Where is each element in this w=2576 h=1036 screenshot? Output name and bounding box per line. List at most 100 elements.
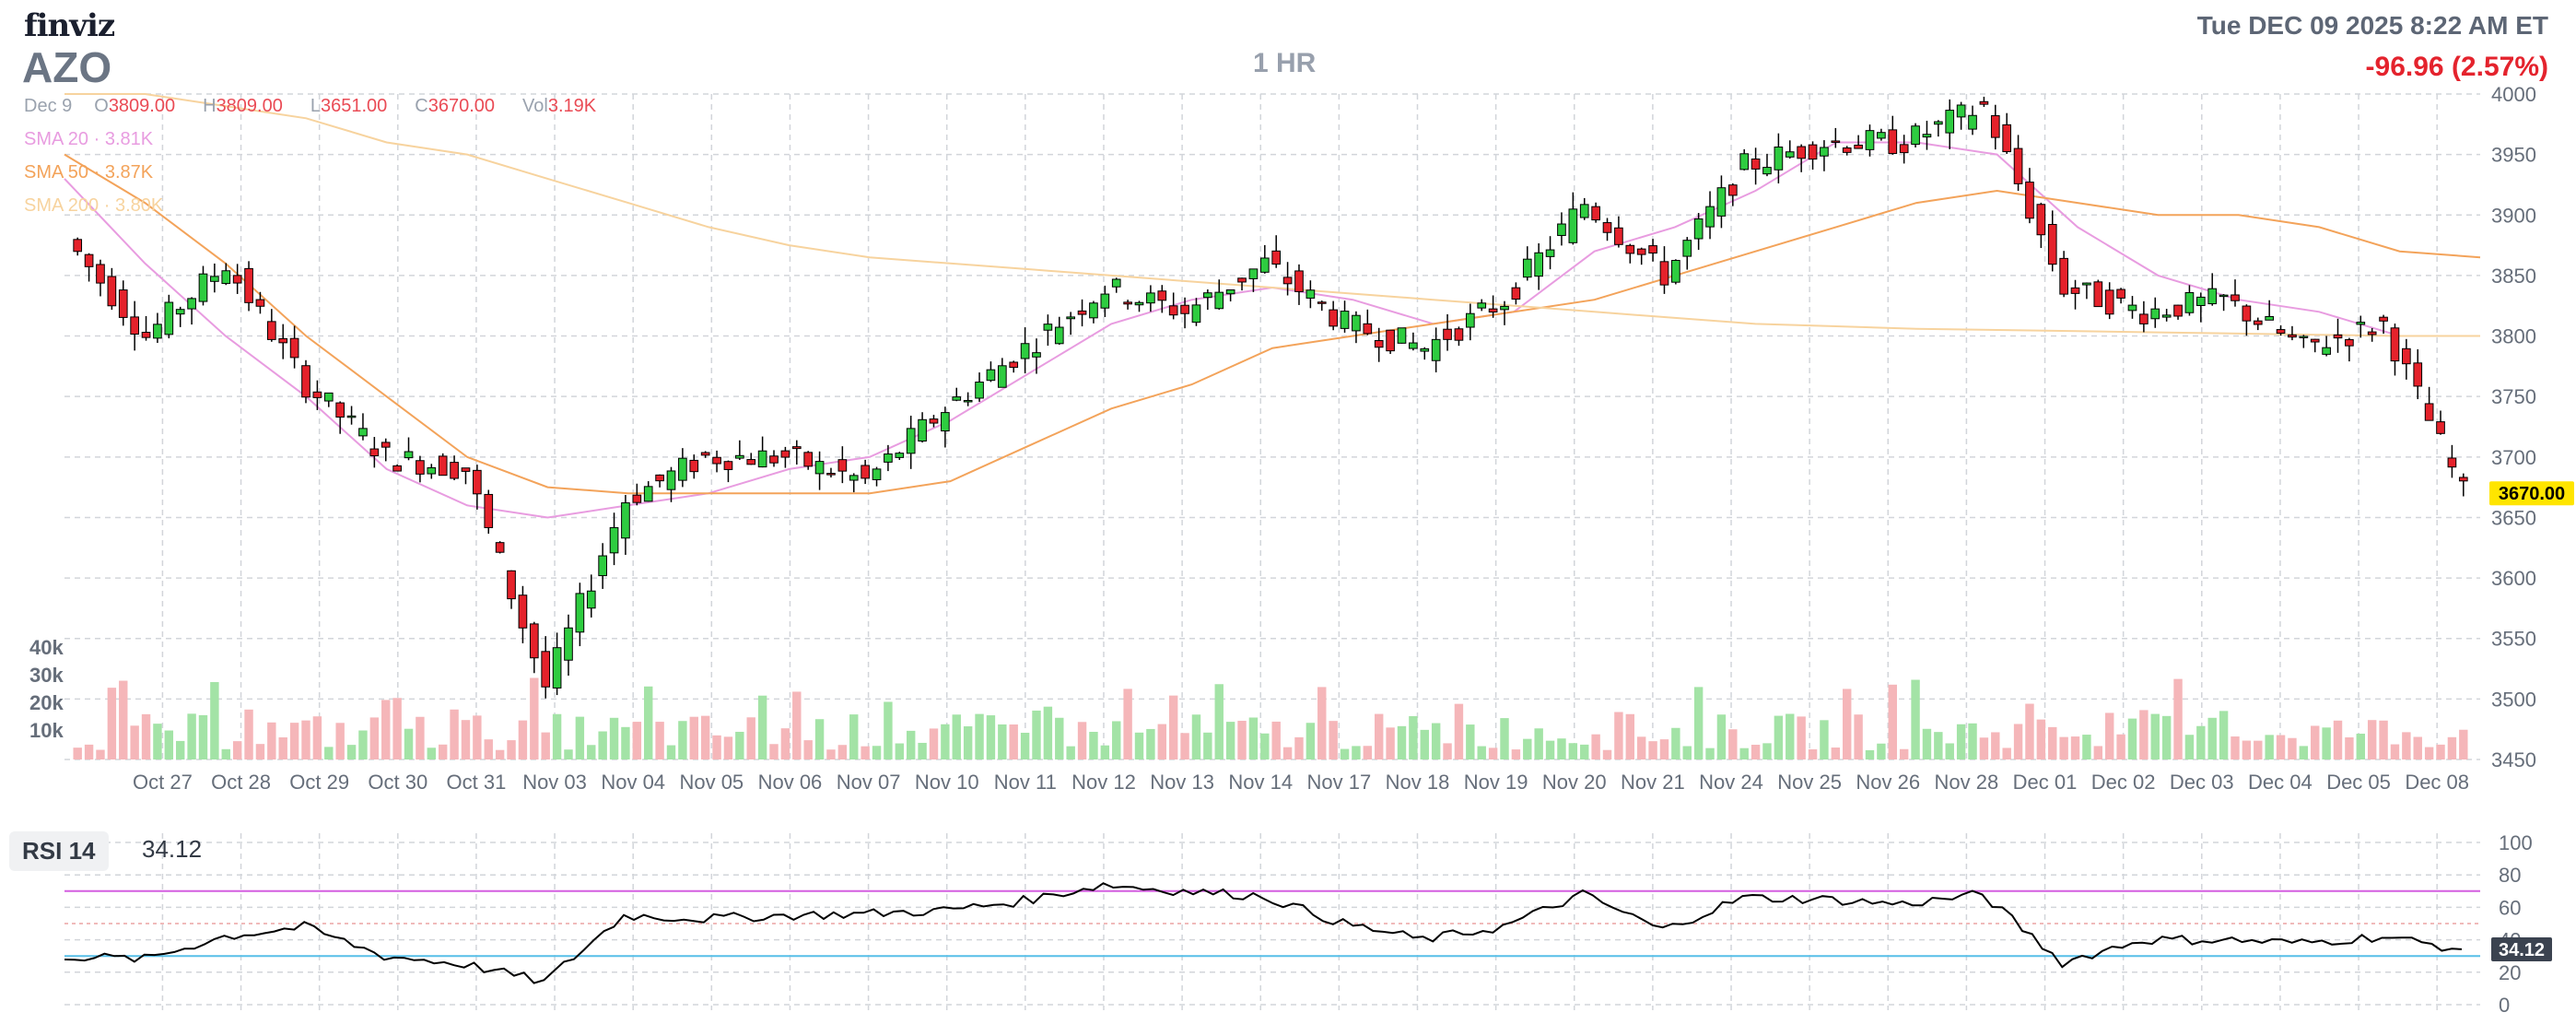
volume-bar bbox=[1991, 732, 2000, 759]
candle-body bbox=[1157, 290, 1167, 301]
date-tick-label: Nov 17 bbox=[1307, 771, 1372, 794]
date-tick-label: Nov 05 bbox=[679, 771, 744, 794]
rsi-tick-label: 100 bbox=[2499, 831, 2533, 854]
volume-bar bbox=[187, 713, 196, 759]
volume-bar bbox=[1854, 714, 1863, 759]
volume-bar bbox=[1945, 743, 1954, 759]
candle-body bbox=[495, 542, 505, 553]
volume-bar bbox=[746, 717, 755, 759]
volume-bar bbox=[1363, 746, 1373, 759]
volume-bar bbox=[1431, 723, 1441, 759]
volume-bar bbox=[1808, 748, 1818, 759]
candle-body bbox=[1727, 184, 1738, 196]
volume-bar bbox=[530, 677, 539, 759]
volume-bar bbox=[2036, 719, 2046, 759]
volume-bar bbox=[2356, 734, 2365, 759]
volume-bar bbox=[267, 722, 276, 759]
date-tick-label: Oct 28 bbox=[211, 771, 271, 794]
candle-body bbox=[2025, 182, 2034, 219]
volume-bar bbox=[130, 725, 139, 759]
volume-bar bbox=[2013, 724, 2023, 759]
candle-body bbox=[2207, 288, 2218, 305]
price-tick-label: 3450 bbox=[2491, 748, 2536, 771]
candle-body bbox=[323, 392, 334, 402]
date-tick-label: Nov 12 bbox=[1071, 771, 1136, 794]
volume-bar bbox=[1329, 721, 1338, 759]
rsi-line bbox=[64, 882, 2463, 984]
candle-body bbox=[2299, 336, 2309, 338]
volume-bar bbox=[1317, 687, 1327, 759]
volume-bar bbox=[2161, 715, 2172, 759]
volume-bar bbox=[1557, 738, 1566, 759]
candle-body bbox=[2265, 315, 2275, 321]
volume-bar bbox=[1089, 732, 1098, 759]
grid bbox=[64, 93, 2480, 1010]
volume-bar bbox=[975, 713, 984, 759]
candle-body bbox=[1808, 144, 1818, 160]
date-tick-label: Nov 13 bbox=[1150, 771, 1214, 794]
candle-body bbox=[1032, 352, 1041, 358]
candle-body bbox=[2219, 294, 2229, 298]
candle-body bbox=[1089, 302, 1098, 319]
candle-body bbox=[1854, 144, 1863, 149]
ohlc-readout: Dec 9 O3809.00 H3809.00 L3651.00 C3670.00 Vol… bbox=[24, 96, 624, 117]
candle-body bbox=[416, 460, 425, 475]
volume-bar bbox=[1375, 713, 1384, 759]
volume-bar bbox=[1237, 721, 1247, 759]
volume-bar bbox=[952, 714, 961, 759]
candle-body bbox=[2390, 327, 2400, 362]
candle-body bbox=[826, 473, 836, 476]
volume-bar bbox=[1751, 745, 1761, 759]
volume-bar bbox=[1580, 744, 1589, 759]
volume-bar bbox=[2333, 720, 2343, 759]
volume-bar bbox=[2139, 710, 2149, 759]
timeframe-label[interactable]: 1 HR bbox=[1253, 48, 1317, 78]
candle-body bbox=[335, 402, 345, 418]
volume-bar bbox=[1728, 729, 1738, 759]
candle-body bbox=[1386, 329, 1395, 352]
last-price-text: 3670.00 bbox=[2499, 484, 2565, 504]
volume-bar bbox=[2219, 711, 2229, 759]
candle-body bbox=[861, 465, 870, 479]
candle-body bbox=[404, 451, 414, 459]
date-tick-label: Oct 31 bbox=[447, 771, 507, 794]
candle-body bbox=[1500, 305, 1509, 311]
sma200-legend: SMA 200 · 3.80K bbox=[24, 195, 164, 216]
volume-bar bbox=[210, 682, 219, 759]
candle-body bbox=[975, 382, 984, 399]
volume-bar bbox=[1340, 748, 1350, 759]
candle-body bbox=[96, 264, 105, 284]
volume-bar bbox=[1786, 713, 1795, 759]
volume-bar bbox=[1443, 743, 1452, 759]
candle-body bbox=[187, 298, 196, 310]
candle-body bbox=[849, 475, 859, 481]
candle-body bbox=[1203, 292, 1212, 299]
volume-bar bbox=[906, 730, 916, 759]
volume-bar bbox=[1123, 689, 1132, 759]
volume-bar bbox=[1705, 748, 1715, 759]
volume-bar bbox=[1671, 727, 1680, 759]
candle-body bbox=[632, 494, 642, 503]
volume-bar bbox=[2196, 725, 2206, 759]
volume-bar bbox=[861, 746, 870, 759]
candle-body bbox=[2458, 477, 2468, 482]
candle-body bbox=[643, 486, 653, 502]
candle-body bbox=[2310, 338, 2320, 343]
rsi-label[interactable]: RSI 14 bbox=[9, 831, 109, 871]
candle-body bbox=[2139, 313, 2149, 324]
finviz-logo[interactable]: finviz bbox=[24, 7, 115, 44]
candle-body bbox=[312, 391, 322, 398]
candle-body bbox=[1123, 301, 1132, 305]
price-tick-label: 4000 bbox=[2491, 83, 2536, 106]
volume-bar bbox=[2299, 746, 2309, 759]
candle-body bbox=[1259, 257, 1270, 273]
candle-body bbox=[1066, 316, 1076, 320]
volume-bar bbox=[1831, 748, 1841, 759]
volume-bar bbox=[450, 709, 459, 759]
volume-bar bbox=[2311, 725, 2320, 759]
volume-bar bbox=[1282, 747, 1293, 759]
candle-body bbox=[1009, 361, 1019, 369]
candle-body bbox=[484, 493, 494, 528]
candle-body bbox=[1990, 115, 2000, 138]
candle-body bbox=[164, 301, 174, 336]
